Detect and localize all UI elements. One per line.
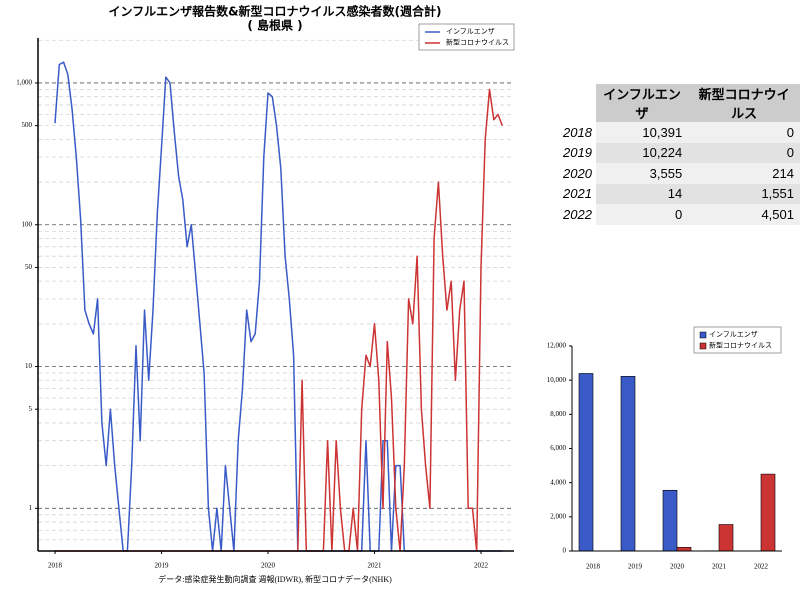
bar: [620, 376, 636, 552]
summary-table: インフルエンザ 新型コロナウイルス 2018 10,391 0 2019 10,224 0 20…: [563, 84, 800, 225]
y-tick-label: 5: [29, 405, 33, 413]
y-tick-label: 4,000: [550, 478, 566, 486]
series-line: [54, 61, 503, 552]
y-tick-label: 8,000: [550, 410, 566, 418]
table-cell: 3,555: [595, 163, 689, 184]
legend-swatch: [699, 342, 707, 350]
row-label: 2020: [563, 163, 596, 184]
row-label: 2018: [563, 122, 596, 143]
table-header: 新型コロナウイルス: [688, 84, 800, 122]
bar: [760, 473, 776, 552]
y-tick-label: 500: [22, 121, 33, 129]
y-tick-label: 6,000: [550, 444, 566, 452]
table-cell: 1,551: [688, 183, 800, 204]
bar: [662, 489, 678, 552]
table-cell: 10,391: [595, 122, 689, 143]
y-tick-label: 100: [22, 220, 33, 228]
table-row: 2021 14 1,551: [563, 183, 800, 204]
x-tick-label: 2018: [586, 563, 601, 571]
legend-swatch: [699, 331, 707, 339]
legend-box: [693, 326, 782, 354]
y-tick-label: 50: [25, 263, 33, 271]
table-cell: 0: [688, 122, 800, 143]
x-tick-label: 2019: [628, 563, 643, 571]
table-row: 2018 10,391 0: [563, 122, 800, 143]
x-tick-label: 2021: [712, 563, 727, 571]
y-tick-label: 1,000: [16, 79, 32, 87]
row-label: 2022: [563, 204, 596, 225]
x-tick-label: 2021: [368, 562, 383, 570]
y-tick-label: 0: [563, 547, 567, 555]
table-row: 2020 3,555 214: [563, 163, 800, 184]
legend-box: [418, 23, 515, 51]
table-header-row: インフルエンザ 新型コロナウイルス: [563, 84, 800, 122]
bar: [676, 547, 692, 552]
source-note: データ:感染症発生動向調査 週報(IDWR), 新型コロナデータ(NHK): [158, 574, 392, 584]
table-row: 2022 0 4,501: [563, 204, 800, 225]
legend-label: インフルエンザ: [709, 331, 758, 339]
legend-label: 新型コロナウイルス: [709, 341, 772, 350]
table-row: 2019 10,224 0: [563, 142, 800, 163]
table-cell: 0: [595, 204, 689, 225]
chart-title: インフルエンザ報告数&新型コロナウイルス感染者数(週合計): [108, 4, 441, 19]
table-cell: 214: [688, 163, 800, 184]
x-tick-label: 2022: [754, 563, 769, 571]
x-tick-label: 2022: [474, 562, 489, 570]
y-tick-label: 1: [29, 504, 33, 512]
bar: [578, 373, 594, 552]
x-tick-label: 2018: [48, 562, 63, 570]
legend-label: インフルエンザ: [446, 28, 495, 36]
x-tick-label: 2020: [261, 562, 276, 570]
row-label: 2021: [563, 183, 596, 204]
x-tick-label: 2019: [155, 562, 170, 570]
table-header: インフルエンザ: [595, 84, 689, 122]
series-line: [55, 88, 504, 552]
table-corner: [563, 84, 596, 122]
bar: [718, 524, 734, 552]
y-tick-label: 10: [25, 362, 33, 370]
legend-label: 新型コロナウイルス: [446, 38, 509, 47]
y-tick-label: 10,000: [547, 376, 567, 384]
row-label: 2019: [563, 142, 596, 163]
chart-subtitle: ( 島根県 ): [247, 18, 302, 33]
table-cell: 0: [688, 142, 800, 163]
table-cell: 4,501: [688, 204, 800, 225]
y-tick-label: 2,000: [550, 512, 566, 520]
x-tick-label: 2020: [670, 563, 685, 571]
table-cell: 14: [595, 183, 689, 204]
table-cell: 10,224: [595, 142, 689, 163]
y-tick-label: 12,000: [547, 342, 567, 350]
